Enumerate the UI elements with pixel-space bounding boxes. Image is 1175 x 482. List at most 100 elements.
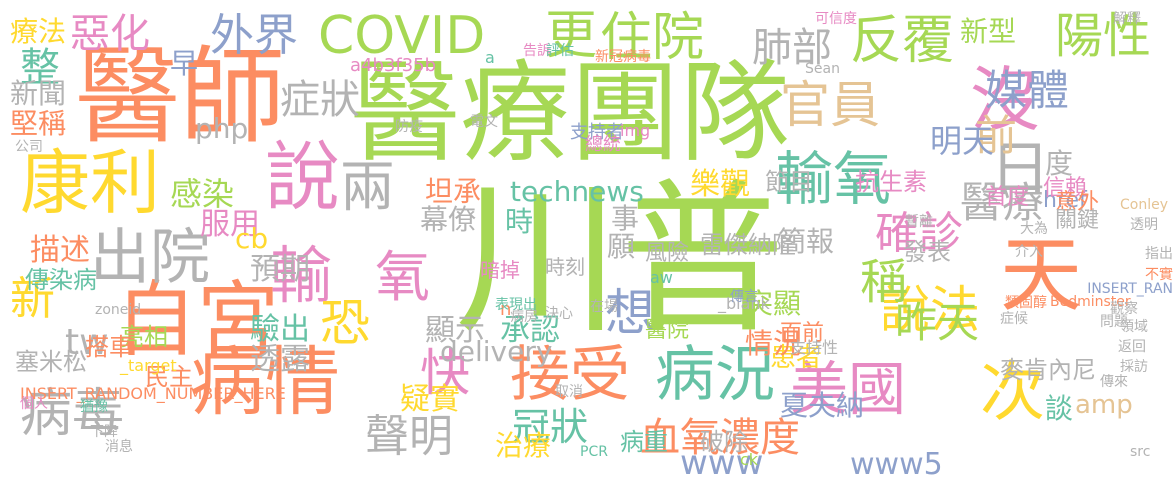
word-cloud-word: Bedminster [1050, 294, 1131, 310]
word-cloud-word: 外界 [210, 10, 298, 61]
word-cloud-word: 麥肯內尼 [1000, 356, 1096, 384]
word-cloud-word: 預期 [250, 252, 310, 287]
word-cloud-word: 介入 [1015, 244, 1043, 260]
word-cloud-word: 亮相 [120, 323, 168, 351]
word-cloud-word: 個人 [20, 396, 48, 412]
word-cloud-word: www [680, 443, 764, 482]
word-cloud-word: 病情 [190, 338, 341, 426]
word-cloud-word: 可信度 [815, 11, 857, 27]
word-cloud-word: 氧 [375, 245, 431, 309]
word-cloud-word: 聲明 [365, 411, 453, 462]
word-cloud-word: 醫師 [75, 36, 286, 158]
word-cloud-word: 輸氧 [775, 145, 892, 213]
word-cloud-word: 願 [607, 230, 636, 263]
word-cloud-word: 電文 [470, 114, 498, 130]
word-cloud-word: 明天 [930, 122, 995, 160]
word-cloud-word: 總統 [585, 134, 621, 155]
word-cloud-word: INSERT_RAN [1087, 281, 1173, 297]
word-cloud-word: 雷傑納隆 [700, 231, 796, 259]
word-cloud-word: 病況 [655, 340, 775, 410]
word-cloud-word: 整 [20, 45, 60, 91]
word-cloud-word: src [1130, 444, 1151, 460]
word-cloud-word: 官員 [780, 76, 880, 134]
word-cloud-word: 公司 [15, 139, 43, 155]
word-cloud-word: 堅稱 [10, 107, 67, 140]
word-cloud-word: 病重 [620, 428, 668, 456]
word-cloud-word: 幕僚 [420, 203, 477, 236]
word-cloud-word: 傳來 [1100, 374, 1128, 390]
word-cloud-word: ck [740, 450, 759, 469]
word-cloud-word: Sean [805, 61, 840, 77]
word-cloud-word: img [620, 121, 651, 140]
word-cloud-word: php [195, 112, 249, 145]
word-cloud-word: 新 [10, 272, 56, 325]
word-cloud-word: 顯示 [425, 313, 485, 348]
word-cloud-word: 評估 [546, 43, 574, 59]
word-cloud-word: COVID [318, 6, 486, 66]
word-cloud-word: 感染 [170, 175, 235, 213]
word-cloud-word: 說 [265, 133, 341, 221]
word-cloud-word: n [500, 299, 512, 320]
word-cloud-word: 接受 [510, 340, 630, 410]
word-cloud-word: 治療 [495, 429, 552, 462]
word-cloud-word: 出院 [90, 223, 210, 293]
word-cloud-word: 住院 [600, 8, 705, 68]
word-cloud-word: delivery [440, 335, 553, 368]
word-cloud-word: 美國 [790, 355, 907, 423]
word-cloud-word: 抗生素 [855, 168, 927, 196]
word-cloud-word: 度 [1045, 147, 1074, 180]
word-cloud-word: aw [650, 268, 673, 287]
word-cloud-word: 坦承 [425, 175, 482, 208]
word-cloud-word: 新聞 [10, 77, 67, 110]
word-cloud-word: 描述 [30, 233, 90, 268]
word-cloud-word: 病房 [510, 309, 538, 325]
word-cloud-word: 破除 [700, 428, 748, 456]
word-cloud-word: 取消 [555, 384, 583, 400]
word-cloud-word: 傳染病 [25, 266, 97, 294]
word-cloud-word: 指出 [1145, 246, 1173, 262]
word-cloud-word: 沒 [970, 59, 1040, 141]
word-cloud-word: 血氧 [640, 415, 720, 461]
word-cloud-word: technews [510, 175, 644, 208]
word-cloud-word: 簡報 [778, 225, 835, 258]
word-cloud-word: 返回 [1118, 339, 1146, 355]
word-cloud-word: www5 [850, 447, 943, 482]
word-cloud-word: 患者 [770, 343, 823, 373]
word-cloud-word: 暫離 [905, 214, 933, 230]
word-cloud-word: 告訴 [523, 43, 551, 59]
word-cloud-word: 更 [545, 6, 598, 66]
word-cloud-word: 快 [420, 344, 470, 402]
word-cloud-word: 支持者 [570, 122, 624, 143]
word-cloud-word: 冠狀 [512, 405, 589, 449]
word-cloud-word: 驗出 [250, 312, 310, 347]
word-cloud-word: 領域 [1120, 319, 1148, 335]
word-cloud-word: 醫院 [645, 318, 690, 343]
word-cloud-word: 確診 [875, 208, 963, 259]
word-cloud-word: 關鍵 [1055, 208, 1100, 233]
word-cloud-word: 事 [611, 202, 640, 235]
word-cloud-word: 時刻 [545, 255, 585, 279]
word-cloud-word: 說法 [880, 281, 980, 339]
word-cloud-word: 不實 [1145, 267, 1173, 283]
word-cloud-word: _blank [718, 294, 770, 313]
word-cloud-word: Conley [1120, 197, 1169, 213]
word-cloud-word: 川普 [455, 164, 785, 356]
word-cloud-word: 陽性 [1055, 8, 1152, 64]
word-cloud-word: 暗掉 [480, 258, 520, 282]
word-cloud-word: 兩 [340, 155, 396, 219]
word-cloud-word: 防疫 [395, 119, 423, 135]
word-cloud-word: 天 [1000, 228, 1083, 323]
word-cloud-word: 疑實 [400, 382, 460, 417]
word-cloud-word: 下降 [90, 424, 118, 440]
word-cloud-word: 透明 [1130, 217, 1158, 233]
word-cloud-word: 早 [170, 47, 199, 80]
word-cloud-word: 採訪 [1120, 359, 1148, 375]
word-cloud-word: 節目 [765, 168, 813, 196]
word-cloud-word: 恐 [320, 294, 370, 352]
word-cloud-word: 決心 [545, 306, 573, 322]
word-cloud-word: 塞米松 [15, 348, 87, 376]
word-cloud-word: amp [1075, 390, 1133, 420]
word-cloud-word: 情況 [745, 327, 802, 360]
word-cloud-word: 類固醇 [1005, 295, 1047, 311]
